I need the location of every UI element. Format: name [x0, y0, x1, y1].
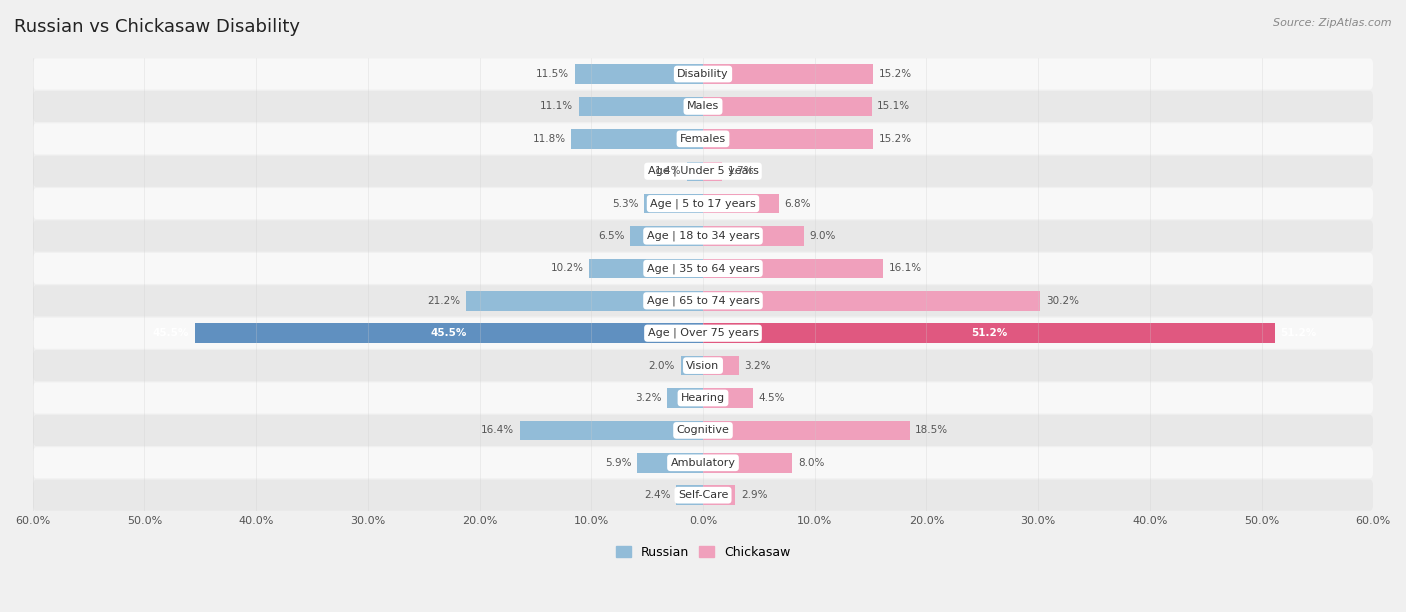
Text: 11.5%: 11.5%: [536, 69, 569, 79]
Bar: [703, 420, 910, 440]
Text: 1.7%: 1.7%: [727, 166, 754, 176]
Text: 16.4%: 16.4%: [481, 425, 515, 435]
Text: Age | 18 to 34 years: Age | 18 to 34 years: [647, 231, 759, 241]
Bar: [467, 291, 703, 310]
Bar: [571, 129, 703, 149]
Bar: [520, 420, 703, 440]
Bar: [668, 388, 703, 408]
FancyBboxPatch shape: [32, 415, 1374, 446]
Bar: [703, 129, 873, 149]
Text: Age | 35 to 64 years: Age | 35 to 64 years: [647, 263, 759, 274]
Bar: [703, 485, 735, 505]
Text: Age | 65 to 74 years: Age | 65 to 74 years: [647, 296, 759, 306]
Text: 8.0%: 8.0%: [799, 458, 824, 468]
Text: Cognitive: Cognitive: [676, 425, 730, 435]
Text: 18.5%: 18.5%: [915, 425, 949, 435]
Text: Russian vs Chickasaw Disability: Russian vs Chickasaw Disability: [14, 18, 299, 36]
Text: 45.5%: 45.5%: [153, 328, 188, 338]
FancyBboxPatch shape: [32, 382, 1374, 414]
Bar: [575, 64, 703, 84]
Bar: [703, 259, 883, 278]
Text: 4.5%: 4.5%: [759, 393, 786, 403]
Text: 21.2%: 21.2%: [427, 296, 461, 306]
Text: 51.2%: 51.2%: [972, 328, 1007, 338]
Bar: [644, 194, 703, 214]
Text: 3.2%: 3.2%: [636, 393, 662, 403]
Text: Females: Females: [681, 134, 725, 144]
Bar: [681, 356, 703, 375]
Text: 16.1%: 16.1%: [889, 263, 921, 274]
Text: 10.2%: 10.2%: [551, 263, 583, 274]
Text: 2.4%: 2.4%: [644, 490, 671, 500]
Bar: [703, 291, 1040, 310]
FancyBboxPatch shape: [32, 123, 1374, 154]
Text: Hearing: Hearing: [681, 393, 725, 403]
Bar: [194, 324, 703, 343]
Text: 15.1%: 15.1%: [877, 102, 911, 111]
FancyBboxPatch shape: [32, 253, 1374, 284]
Text: 5.9%: 5.9%: [605, 458, 631, 468]
Bar: [688, 162, 703, 181]
FancyBboxPatch shape: [32, 155, 1374, 187]
Text: 15.2%: 15.2%: [879, 69, 911, 79]
Legend: Russian, Chickasaw: Russian, Chickasaw: [610, 541, 796, 564]
Bar: [703, 388, 754, 408]
Text: 30.2%: 30.2%: [1046, 296, 1078, 306]
Text: 6.8%: 6.8%: [785, 199, 811, 209]
Bar: [703, 64, 873, 84]
Text: Age | 5 to 17 years: Age | 5 to 17 years: [650, 198, 756, 209]
Text: 9.0%: 9.0%: [808, 231, 835, 241]
FancyBboxPatch shape: [32, 59, 1374, 89]
FancyBboxPatch shape: [32, 220, 1374, 252]
Bar: [703, 453, 793, 472]
Text: 6.5%: 6.5%: [599, 231, 624, 241]
Bar: [703, 97, 872, 116]
Text: Males: Males: [688, 102, 718, 111]
Bar: [630, 226, 703, 246]
Bar: [703, 324, 1275, 343]
Bar: [579, 97, 703, 116]
Text: 11.8%: 11.8%: [533, 134, 565, 144]
Text: 15.2%: 15.2%: [879, 134, 911, 144]
Text: Age | Over 75 years: Age | Over 75 years: [648, 328, 758, 338]
Bar: [637, 453, 703, 472]
Bar: [703, 194, 779, 214]
Text: Source: ZipAtlas.com: Source: ZipAtlas.com: [1274, 18, 1392, 28]
Text: 11.1%: 11.1%: [540, 102, 574, 111]
Bar: [703, 226, 804, 246]
Text: Ambulatory: Ambulatory: [671, 458, 735, 468]
Text: Self-Care: Self-Care: [678, 490, 728, 500]
Text: 2.9%: 2.9%: [741, 490, 768, 500]
FancyBboxPatch shape: [32, 447, 1374, 479]
FancyBboxPatch shape: [32, 318, 1374, 349]
Text: 5.3%: 5.3%: [612, 199, 638, 209]
Text: 51.2%: 51.2%: [1281, 328, 1317, 338]
Text: 45.5%: 45.5%: [430, 328, 467, 338]
Text: 2.0%: 2.0%: [648, 360, 675, 371]
FancyBboxPatch shape: [32, 91, 1374, 122]
Text: Vision: Vision: [686, 360, 720, 371]
Text: 3.2%: 3.2%: [744, 360, 770, 371]
Bar: [589, 259, 703, 278]
Text: Disability: Disability: [678, 69, 728, 79]
Bar: [703, 356, 738, 375]
Text: 1.4%: 1.4%: [655, 166, 682, 176]
Bar: [676, 485, 703, 505]
Bar: [703, 162, 723, 181]
FancyBboxPatch shape: [32, 350, 1374, 381]
FancyBboxPatch shape: [32, 285, 1374, 316]
FancyBboxPatch shape: [32, 188, 1374, 219]
Text: Age | Under 5 years: Age | Under 5 years: [648, 166, 758, 176]
FancyBboxPatch shape: [32, 480, 1374, 511]
